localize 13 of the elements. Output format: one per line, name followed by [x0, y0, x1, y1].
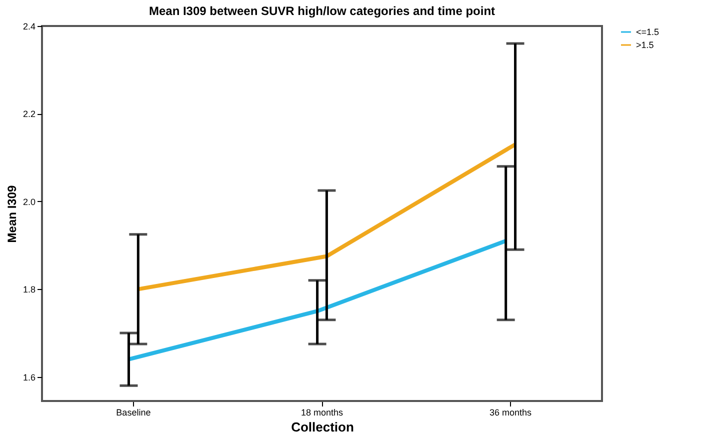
x-tick-label: Baseline	[116, 408, 151, 418]
y-tick-label: 2.4	[22, 22, 36, 32]
y-tick-label: 2.0	[22, 196, 36, 207]
y-tick-label: 1.8	[22, 284, 36, 295]
y-tick-label: 2.2	[22, 109, 36, 120]
legend-label: >1.5	[636, 40, 654, 50]
chart-title: Mean I309 between SUVR high/low categories and time point	[148, 4, 496, 18]
y-tick-label: 1.6	[22, 372, 36, 382]
x-tick-label: 36 months	[490, 408, 532, 418]
legend-label: <=1.5	[636, 27, 660, 37]
y-axis-title: Mean I309	[4, 185, 19, 243]
x-tick-label: 18 months	[300, 408, 344, 418]
x-axis-title: Collection	[291, 420, 354, 433]
